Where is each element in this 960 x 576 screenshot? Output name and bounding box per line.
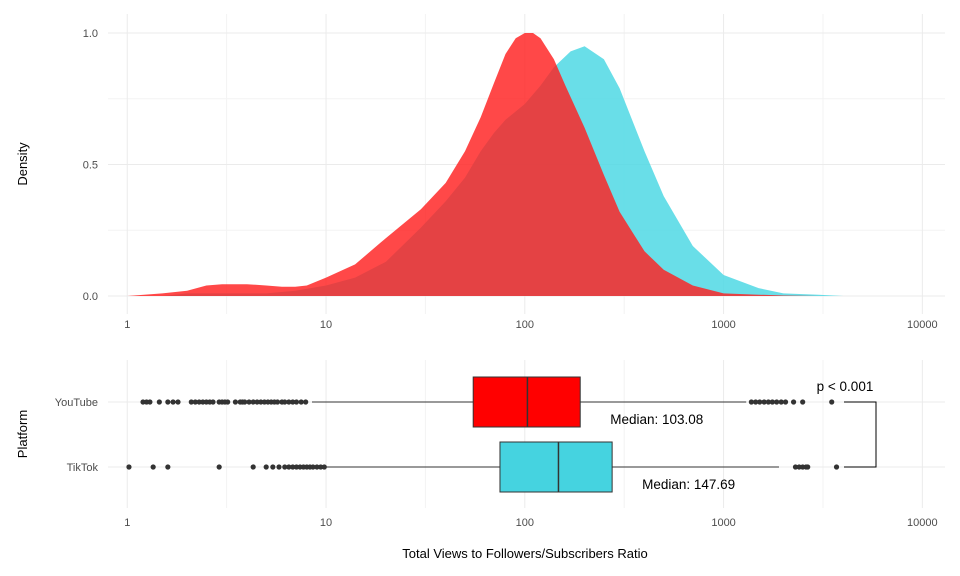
tiktok-outlier-point	[250, 464, 256, 470]
tiktok-outlier-point	[270, 464, 276, 470]
density-x-tick-label: 10000	[907, 319, 938, 331]
density-y-axis-title: Density	[15, 142, 30, 186]
boxplot-marks	[126, 376, 840, 493]
tiktok-outlier-point	[805, 464, 811, 470]
youtube-outlier-point	[753, 399, 759, 405]
youtube-outlier-point	[765, 399, 771, 405]
youtube-outlier-point	[147, 399, 153, 405]
youtube-outlier-point	[188, 399, 194, 405]
youtube-outlier-point	[246, 399, 252, 405]
youtube-outlier-point	[250, 399, 256, 405]
boxplot-x-tick-label: 1000	[711, 517, 735, 529]
x-axis-title: Total Views to Followers/Subscribers Rat…	[402, 546, 647, 561]
boxplot-y-tick-label: TikTok	[67, 462, 99, 474]
tiktok-outlier-point	[150, 464, 156, 470]
youtube-outlier-point	[175, 399, 181, 405]
youtube-outlier-point	[782, 399, 789, 405]
density-area-youtube	[127, 33, 819, 296]
tiktok-outlier-point	[276, 464, 282, 470]
tiktok-outlier-point	[310, 464, 316, 470]
youtube-outlier-point	[225, 399, 231, 405]
significance-bracket	[844, 401, 877, 468]
youtube-outlier-point	[258, 399, 264, 405]
density-y-tick-label: 1.0	[83, 28, 98, 40]
tiktok-outlier-point	[290, 464, 296, 470]
boxplot-x-tick-label: 10	[320, 517, 332, 529]
youtube-outlier-point	[156, 399, 162, 405]
tiktok-outlier-point	[293, 464, 300, 470]
tiktok-outlier-point	[282, 464, 288, 470]
youtube-outlier-point	[274, 399, 281, 405]
density-areas	[127, 33, 844, 297]
boxplot-y-tick-labels: YouTube TikTok	[55, 397, 99, 474]
youtube-outlier-point	[254, 399, 260, 405]
youtube-outlier-point	[290, 399, 296, 405]
youtube-outlier-point	[192, 399, 198, 405]
tiktok-outlier-point	[833, 464, 840, 470]
youtube-outlier-point	[286, 399, 292, 405]
youtube-outlier-point	[769, 399, 775, 405]
density-x-tick-label: 100	[516, 319, 534, 331]
tiktok-outlier-point	[216, 464, 222, 470]
density-x-tick-label: 10	[320, 319, 332, 331]
density-x-tick-labels: 1 10 100 1000 10000	[124, 319, 937, 331]
youtube-median-label: Median: 103.08	[610, 412, 703, 427]
boxplot-panel: YouTube TikTok 1 10 100 1000 10000 Median: 10…	[15, 360, 945, 561]
youtube-outlier-point	[210, 399, 216, 405]
boxplot-x-tick-label: 1	[124, 517, 130, 529]
tiktok-box	[499, 441, 613, 493]
density-x-tick-label: 1	[124, 319, 130, 331]
youtube-outlier-point	[800, 399, 806, 405]
density-x-tick-label: 1000	[711, 319, 735, 331]
youtube-outlier-point	[761, 399, 767, 405]
density-y-tick-label: 0.0	[83, 291, 98, 303]
youtube-outlier-point	[774, 399, 780, 405]
boxplot-x-tick-labels: 1 10 100 1000 10000	[124, 517, 937, 529]
youtube-outlier-point	[170, 399, 176, 405]
tiktok-outlier-point	[792, 464, 799, 470]
youtube-outlier-point	[790, 399, 797, 405]
boxplot-y-axis-title: Platform	[15, 410, 30, 458]
youtube-outlier-point	[282, 399, 288, 405]
tiktok-outlier-point	[318, 464, 324, 470]
youtube-outlier-point	[293, 399, 300, 405]
boxplot-y-tick-label: YouTube	[55, 397, 98, 409]
tiktok-outlier-point	[165, 464, 171, 470]
boxplot-annotations: Median: 103.08 Median: 147.69 p < 0.001	[610, 379, 877, 492]
youtube-outlier-point	[196, 399, 202, 405]
p-value-label: p < 0.001	[817, 379, 874, 394]
youtube-outlier-point	[232, 399, 239, 405]
boxplot-x-tick-label: 10000	[907, 517, 938, 529]
youtube-outlier-point	[242, 399, 248, 405]
tiktok-median-label: Median: 147.69	[642, 477, 735, 492]
tiktok-outlier-point	[314, 464, 320, 470]
youtube-outlier-point	[165, 399, 171, 405]
density-panel: 0.0 0.5 1.0 1 10 100 1000 10000 Density	[15, 14, 945, 331]
boxplot-x-tick-label: 100	[516, 517, 534, 529]
youtube-outlier-point	[778, 399, 784, 405]
density-y-tick-label: 0.5	[83, 160, 98, 172]
youtube-outlier-point	[757, 399, 763, 405]
youtube-outlier-point	[303, 399, 309, 405]
youtube-outlier-point	[748, 399, 754, 405]
youtube-outlier-point	[829, 399, 835, 405]
tiktok-outlier-point	[126, 464, 132, 470]
tiktok-outlier-point	[321, 464, 327, 470]
tiktok-outlier-point	[263, 464, 269, 470]
youtube-outlier-point	[298, 399, 304, 405]
tiktok-outlier-point	[286, 464, 292, 470]
density-y-tick-labels: 0.0 0.5 1.0	[83, 28, 98, 303]
